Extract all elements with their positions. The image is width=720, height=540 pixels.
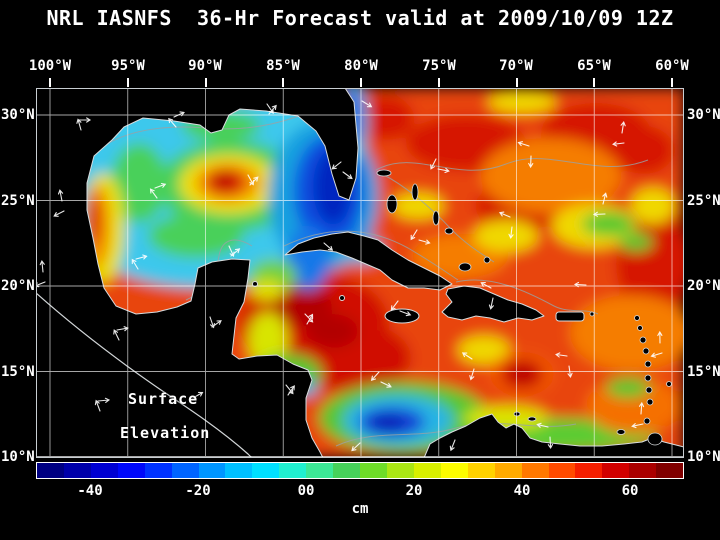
puerto-rico-island [555, 311, 585, 322]
axis-tick [49, 78, 51, 87]
bahamas-islands [376, 169, 491, 272]
colorbar-tick-label: 20 [405, 483, 423, 499]
annotation-elevation: Elevation [120, 424, 211, 442]
colorbar-segment [252, 463, 280, 478]
hispaniola-island [441, 285, 545, 323]
lon-tick-label: 80°W [344, 58, 378, 74]
lat-tick-label-right: 25°N [687, 193, 720, 209]
colorbar-segment [171, 463, 199, 478]
axis-tick [126, 78, 129, 87]
colorbar-segment [602, 463, 630, 478]
colorbar-segment [386, 463, 414, 478]
lon-tick-label: 60°W [655, 58, 689, 74]
colorbar-tick-label: 00 [297, 483, 315, 499]
colorbar-segment [521, 463, 549, 478]
south-america-landmass [423, 413, 684, 458]
axis-tick [437, 78, 440, 87]
lesser-antilles-islands [513, 311, 672, 446]
axis-tick [204, 78, 207, 87]
latlon-grid [36, 88, 684, 458]
colorbar-tick-label: 60 [621, 483, 639, 499]
lat-tick-label-left: 25°N [1, 193, 35, 209]
cozumel-island [252, 281, 258, 287]
pacific-coastline [36, 292, 253, 458]
lon-tick-label: 95°W [111, 58, 145, 74]
lat-tick-label-left: 15°N [1, 364, 35, 380]
colorbar-tick-label: -40 [77, 483, 103, 499]
colorbar-segment [37, 463, 64, 478]
colorbar-segment [225, 463, 253, 478]
colorbar-segment [629, 463, 657, 478]
lat-tick-label-right: 30°N [687, 107, 720, 123]
page-title: NRL IASNFS 36-Hr Forecast valid at 2009/… [46, 6, 674, 30]
axis-tick [282, 78, 285, 87]
colorbar-tick-label: -20 [185, 483, 211, 499]
axis-tick [360, 78, 362, 87]
annotation-surface: Surface [128, 390, 199, 408]
lat-tick-label-right: 10°N [687, 449, 720, 465]
current-vector-arrows [36, 100, 663, 452]
lon-tick-label: 100°W [28, 58, 72, 74]
colorbar-segment [63, 463, 91, 478]
jamaica-island [384, 308, 420, 324]
map-svg [36, 88, 684, 458]
elevation-field [36, 88, 684, 458]
lon-tick-label: 85°W [266, 58, 300, 74]
colorbar-segment [413, 463, 441, 478]
colorbar-segment [144, 463, 172, 478]
colorbar-segment [440, 463, 468, 478]
colorbar-segment [575, 463, 603, 478]
lat-tick-label-left: 30°N [1, 107, 35, 123]
colorbar-segment [306, 463, 334, 478]
lon-tick-label: 70°W [499, 58, 533, 74]
north-central-america-landmass [36, 88, 359, 458]
lat-tick-label-right: 15°N [687, 364, 720, 380]
colorbar-tick-label: 40 [513, 483, 531, 499]
axis-tick [515, 78, 518, 87]
lat-tick-label-left: 10°N [1, 449, 35, 465]
lat-tick-label-right: 20°N [687, 278, 720, 294]
colorbar-unit-label: cm [351, 501, 369, 517]
colorbar-segment [494, 463, 522, 478]
lat-tick-label-left: 20°N [1, 278, 35, 294]
axis-tick [671, 78, 673, 87]
map-border [36, 88, 684, 458]
lon-tick-label: 75°W [422, 58, 456, 74]
colorbar-segment [360, 463, 387, 478]
colorbar-segment [467, 463, 495, 478]
land-mask [36, 88, 684, 458]
colorbar-segment [198, 463, 226, 478]
axis-tick [593, 78, 596, 87]
colorbar [36, 462, 684, 479]
map-area: Surface Elevation [36, 88, 684, 458]
colorbar-segment [117, 463, 145, 478]
lon-tick-label: 65°W [577, 58, 611, 74]
colorbar-segment [279, 463, 307, 478]
cayman-island [339, 295, 345, 301]
colorbar-segment [548, 463, 576, 478]
colorbar-segment [333, 463, 361, 478]
colorbar-segment [90, 463, 118, 478]
cuba-island [284, 231, 453, 291]
colorbar-segment [656, 463, 684, 478]
lon-tick-label: 90°W [188, 58, 222, 74]
